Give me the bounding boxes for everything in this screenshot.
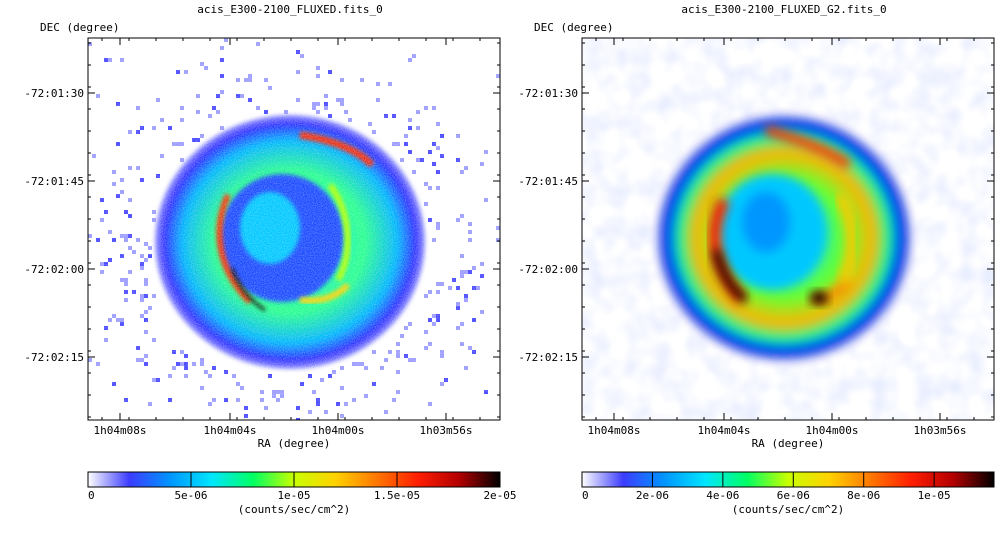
image-plot-raw[interactable]: -72:01:30 -72:01:45 -72:02:00 -72:02:15 1h04…	[0, 0, 517, 539]
colorbar-tick-label: 0	[582, 489, 589, 502]
north-arc	[764, 125, 852, 170]
y-tick-label: -72:02:00	[24, 263, 84, 276]
x-axis-label: RA (degree)	[751, 437, 825, 450]
panel-title: acis_E300-2100_FLUXED.fits_0	[197, 3, 383, 16]
y-tick-label: -72:01:45	[518, 175, 578, 188]
y-axis-label: DEC (degree)	[40, 21, 120, 34]
image-panel-raw: acis_E300-2100_FLUXED.fits_0 DEC (degree…	[0, 0, 517, 539]
colorbar-tick-label: 2e-05	[483, 489, 516, 502]
colorbar-unit: (counts/sec/cm^2)	[731, 503, 845, 516]
y-tick-label: -72:02:15	[518, 351, 578, 364]
x-axis-label: RA (degree)	[257, 437, 331, 450]
y-tick-label: -72:02:00	[518, 263, 578, 276]
colorbar-tick-label: 0	[88, 489, 95, 502]
y-tick-label: -72:01:30	[24, 87, 84, 100]
x-tick-label: 1h04m08s	[588, 424, 641, 437]
x-tick-label: 1h03m56s	[914, 424, 967, 437]
colorbar-tick-label: 8e-06	[847, 489, 880, 502]
colorbar-tick-label: 2e-06	[636, 489, 669, 502]
pixel-grain	[88, 38, 500, 420]
colorbar-tick-label: 1e-05	[277, 489, 310, 502]
panel-title: acis_E300-2100_FLUXED_G2.fits_0	[681, 3, 887, 16]
colorbar-tick-label: 1e-05	[918, 489, 951, 502]
hotspot	[810, 291, 828, 305]
colorbar-tick-label: 4e-06	[706, 489, 739, 502]
x-tick-label: 1h04m08s	[94, 424, 147, 437]
inner-blob	[742, 192, 790, 252]
x-tick-label: 1h03m56s	[420, 424, 473, 437]
y-axis-label: DEC (degree)	[534, 21, 614, 34]
colorbar-gradient	[581, 471, 995, 488]
y-tick-label: -72:02:15	[24, 351, 84, 364]
hotspot-arc	[712, 249, 749, 303]
plot-frame	[581, 37, 995, 421]
image-plot-smoothed[interactable]: -72:01:30 -72:01:45 -72:02:00 -72:02:15 1h04…	[494, 0, 995, 539]
y-tick-label: -72:01:45	[24, 175, 84, 188]
plot-frame	[87, 37, 501, 421]
image-panel-smoothed: acis_E300-2100_FLUXED_G2.fits_0 DEC (deg…	[494, 0, 995, 539]
x-tick-label: 1h04m00s	[312, 424, 365, 437]
colorbar-unit: (counts/sec/cm^2)	[237, 503, 351, 516]
axes-ticks: -72:01:30 -72:01:45 -72:02:00 -72:02:15 1h04…	[518, 38, 994, 437]
colorbar-tick-label: 1.5e-05	[374, 489, 420, 502]
x-tick-label: 1h04m04s	[204, 424, 257, 437]
y-tick-label: -72:01:30	[518, 87, 578, 100]
colorbar: 0 2e-06 4e-06 6e-06 8e-06 1e-05	[581, 471, 995, 502]
colorbar-tick-label: 6e-06	[777, 489, 810, 502]
x-tick-label: 1h04m04s	[698, 424, 751, 437]
east-arc	[834, 192, 857, 285]
colorbar: 0 5e-06 1e-05 1.5e-05 2e-05	[87, 471, 517, 502]
axes-ticks: -72:01:30 -72:01:45 -72:02:00 -72:02:15 1h04…	[24, 38, 500, 437]
x-tick-label: 1h04m00s	[806, 424, 859, 437]
colorbar-tick-label: 5e-06	[174, 489, 207, 502]
